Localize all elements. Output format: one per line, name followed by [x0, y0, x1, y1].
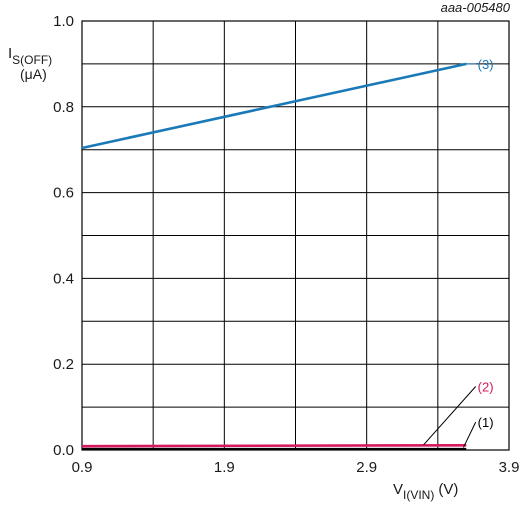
- y-axis-unit: (μA): [20, 66, 47, 82]
- y-tick-label: 0.0: [53, 442, 74, 459]
- y-tick-label: 0.2: [53, 356, 74, 373]
- y-tick-label: 0.4: [53, 270, 74, 287]
- x-axis-label-main: V: [393, 481, 403, 498]
- series-leader-2: [423, 386, 477, 446]
- y-tick-labels: 0.0 0.2 0.4 0.6 0.8 1.0: [53, 13, 74, 459]
- x-tick-label: 1.9: [214, 459, 235, 476]
- series: [81, 62, 467, 451]
- y-tick-label: 0.6: [53, 185, 74, 202]
- x-axis-label: VI(VIN) (V): [393, 481, 458, 502]
- series-line-3: [81, 62, 467, 150]
- y-axis-label: IS(OFF): [8, 45, 52, 67]
- x-tick-label: 0.9: [72, 459, 93, 476]
- y-axis-label-main: I: [8, 45, 12, 62]
- x-tick-label: 3.9: [499, 459, 520, 476]
- x-tick-label: 2.9: [356, 459, 377, 476]
- series-leader-1: [463, 421, 477, 448]
- series-label-1: (1): [478, 415, 494, 430]
- x-axis-label-sub: I(VIN): [403, 488, 434, 502]
- series-line-2: [81, 443, 467, 448]
- figure-id: aaa-005480: [441, 0, 511, 15]
- x-tick-labels: 0.9 1.9 2.9 3.9: [72, 459, 520, 476]
- y-tick-label: 1.0: [53, 13, 74, 30]
- series-label-2: (2): [478, 380, 494, 395]
- grid: [81, 20, 510, 451]
- y-axis-label-sub: S(OFF): [12, 53, 52, 67]
- y-tick-label: 0.8: [53, 99, 74, 116]
- series-label-3: (3): [478, 57, 494, 72]
- x-axis-label-unit: (V): [438, 481, 458, 498]
- series-labels: (1) (2) (3): [423, 57, 494, 448]
